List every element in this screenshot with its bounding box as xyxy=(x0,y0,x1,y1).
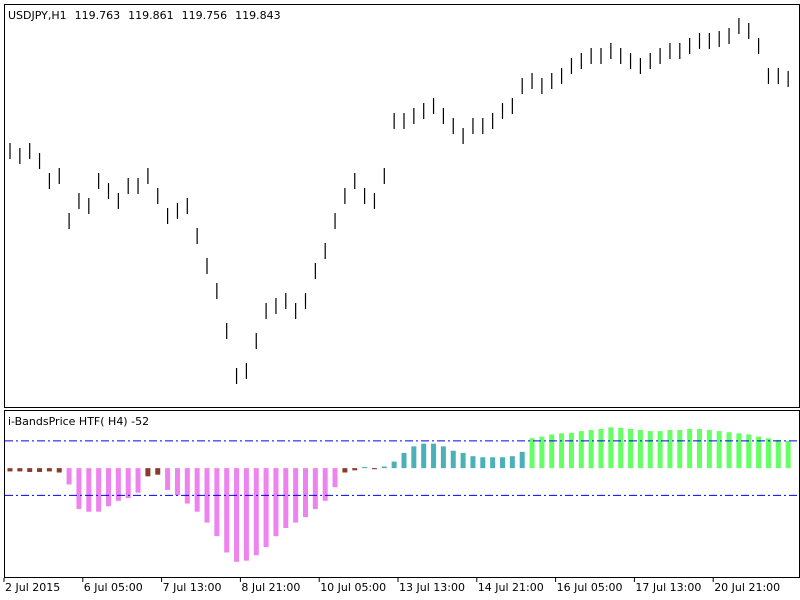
histogram-bar xyxy=(391,461,397,469)
histogram-bar xyxy=(312,468,318,509)
histogram-bar xyxy=(135,468,141,493)
histogram-bar xyxy=(588,430,594,469)
histogram-bar xyxy=(756,436,762,469)
histogram-bar xyxy=(145,468,151,477)
histogram-bar xyxy=(56,468,62,473)
symbol: USDJPY,H1 xyxy=(8,9,67,22)
x-tick-label: 17 Jul 13:00 xyxy=(635,581,701,594)
x-tick-label: 13 Jul 13:00 xyxy=(399,581,465,594)
histogram-bar xyxy=(401,452,407,469)
histogram-bar xyxy=(303,468,308,518)
x-tick-label: 2 Jul 2015 xyxy=(5,581,60,594)
histogram-bar xyxy=(470,456,476,469)
histogram-bar xyxy=(480,457,486,469)
histogram-bar xyxy=(736,433,742,469)
indicator-panel xyxy=(4,410,800,578)
histogram-bar xyxy=(490,457,496,469)
histogram-bar xyxy=(637,430,643,469)
histogram-bar xyxy=(431,443,437,469)
histogram-bar xyxy=(371,468,377,470)
histogram-bar xyxy=(618,427,624,469)
histogram-bar xyxy=(115,468,121,501)
histogram-bar xyxy=(243,468,249,561)
histogram-bar xyxy=(106,468,111,507)
histogram-bar xyxy=(273,468,279,537)
histogram-bar xyxy=(687,428,693,469)
histogram-bar xyxy=(598,428,604,469)
x-tick-label: 10 Jul 05:00 xyxy=(320,581,386,594)
histogram-bar xyxy=(96,468,102,512)
histogram-bar xyxy=(165,468,171,490)
indicator-title: i-BandsPrice HTF( H4) -52 xyxy=(8,415,149,428)
histogram-bar xyxy=(460,452,466,469)
histogram-bar xyxy=(647,431,653,469)
histogram-bar xyxy=(234,468,240,562)
x-tick-label: 8 Jul 21:00 xyxy=(241,581,300,594)
histogram-bar xyxy=(352,468,358,471)
histogram-bar xyxy=(174,468,180,496)
histogram-bar xyxy=(332,468,338,488)
x-tick-label: 14 Jul 21:00 xyxy=(478,581,544,594)
histogram-bar xyxy=(66,468,72,485)
histogram-bar xyxy=(17,468,23,472)
histogram-bar xyxy=(322,468,328,501)
histogram-bar xyxy=(726,432,732,469)
histogram-bar xyxy=(559,433,565,469)
histogram-bar xyxy=(283,468,289,529)
ohlc-value: 119.861 xyxy=(128,9,174,22)
histogram-bar xyxy=(7,468,13,472)
symbol-header: USDJPY,H1 119.763 119.861 119.756 119.843 xyxy=(8,9,281,22)
histogram-bar xyxy=(253,468,259,556)
histogram-bar xyxy=(568,432,574,469)
histogram-bar xyxy=(628,428,634,469)
histogram-bar xyxy=(76,468,82,509)
histogram-bar xyxy=(263,468,269,548)
histogram-bar xyxy=(578,431,584,469)
histogram-bar xyxy=(539,436,545,469)
histogram-bar xyxy=(677,430,683,469)
histogram-bar xyxy=(775,439,781,469)
histogram-bar xyxy=(204,468,210,523)
histogram-bar xyxy=(509,456,515,469)
histogram-bar xyxy=(785,440,791,469)
histogram-bar xyxy=(184,468,190,504)
histogram-bar xyxy=(37,468,43,472)
histogram-bar xyxy=(381,466,387,469)
histogram-bar xyxy=(86,468,92,512)
histogram-bar xyxy=(46,468,52,472)
histogram-bar xyxy=(765,438,771,469)
histogram-bar xyxy=(440,446,446,469)
histogram-bar xyxy=(706,430,712,469)
histogram-bar xyxy=(500,457,505,469)
histogram-bar xyxy=(519,451,525,469)
histogram-bar xyxy=(214,468,220,537)
x-tick-label: 7 Jul 13:00 xyxy=(163,581,222,594)
x-tick-label: 16 Jul 05:00 xyxy=(557,581,623,594)
histogram-bar xyxy=(342,468,348,473)
histogram-bar xyxy=(194,468,200,512)
histogram-bar xyxy=(667,430,673,469)
ohlc-value: 119.843 xyxy=(235,9,281,22)
histogram-bar xyxy=(27,468,33,472)
ohlc-value: 119.763 xyxy=(75,9,121,22)
histogram-bar xyxy=(697,428,702,469)
histogram-bar xyxy=(716,431,722,469)
histogram-bar xyxy=(746,434,752,469)
histogram-bar xyxy=(411,446,417,469)
histogram-bar xyxy=(155,468,161,475)
x-tick-label: 6 Jul 05:00 xyxy=(84,581,143,594)
histogram-bar xyxy=(549,434,555,469)
histogram-bar xyxy=(421,443,427,469)
histogram-bar xyxy=(529,438,535,469)
histogram-bar xyxy=(608,427,614,469)
histogram-bar xyxy=(450,450,456,469)
histogram-bar xyxy=(362,467,368,469)
price-panel xyxy=(4,4,800,408)
histogram-bar xyxy=(657,431,663,469)
histogram-bar xyxy=(125,468,131,499)
ohlc-value: 119.756 xyxy=(182,9,228,22)
x-tick-label: 20 Jul 21:00 xyxy=(714,581,780,594)
histogram-bar xyxy=(224,468,230,553)
